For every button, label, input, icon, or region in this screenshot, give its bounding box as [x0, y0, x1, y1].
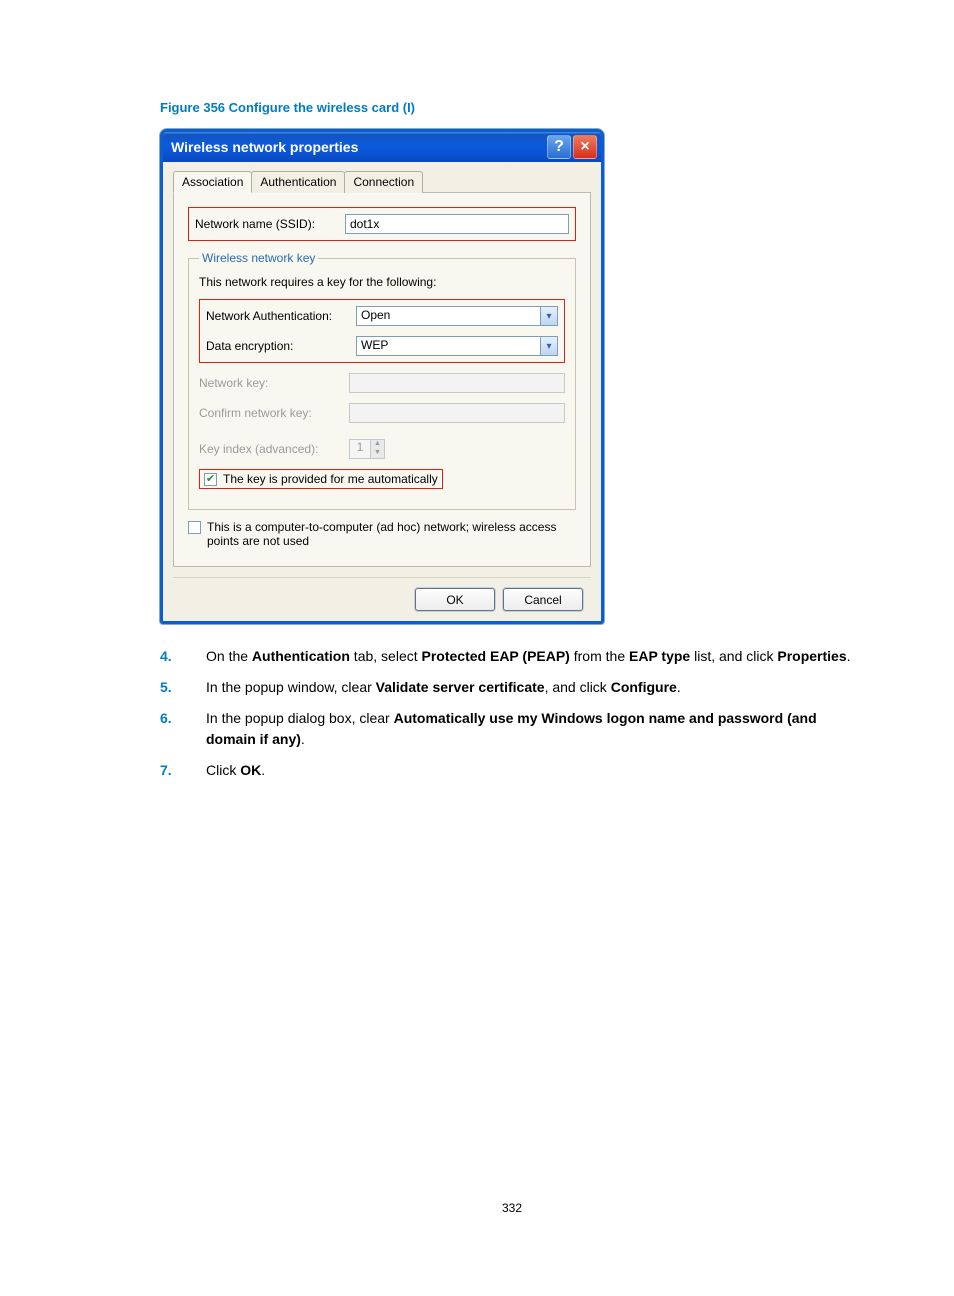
- step-5: In the popup window, clear Validate serv…: [160, 677, 864, 698]
- tab-association[interactable]: Association: [173, 171, 252, 193]
- cancel-button[interactable]: Cancel: [503, 588, 583, 611]
- wireless-key-group: Wireless network key This network requir…: [188, 251, 576, 510]
- highlight-auth-enc: Network Authentication: Open ▾ Data encr…: [199, 299, 565, 363]
- tab-panel-association: Network name (SSID): Wireless network ke…: [173, 193, 591, 567]
- chevron-down-icon[interactable]: ▾: [540, 336, 558, 356]
- group-hint: This network requires a key for the foll…: [199, 275, 565, 289]
- titlebar: Wireless network properties ? ×: [163, 132, 601, 162]
- spinner-down-icon: ▼: [371, 449, 384, 458]
- adhoc-label: This is a computer-to-computer (ad hoc) …: [207, 520, 576, 548]
- step-6: In the popup dialog box, clear Automatic…: [160, 708, 864, 750]
- auth-value: Open: [356, 306, 540, 326]
- confirm-input: [349, 403, 565, 423]
- chevron-down-icon[interactable]: ▾: [540, 306, 558, 326]
- adhoc-checkbox[interactable]: [188, 521, 201, 534]
- figure-title: Figure 356 Configure the wireless card (…: [160, 100, 864, 115]
- instruction-list: On the Authentication tab, select Protec…: [160, 646, 864, 781]
- step-4: On the Authentication tab, select Protec…: [160, 646, 864, 667]
- index-spinner: 1 ▲ ▼: [349, 439, 385, 459]
- highlight-ssid: Network name (SSID):: [188, 207, 576, 241]
- step-7: Click OK.: [160, 760, 864, 781]
- enc-value: WEP: [356, 336, 540, 356]
- window-title: Wireless network properties: [171, 139, 547, 155]
- enc-combo[interactable]: WEP ▾: [356, 336, 558, 356]
- help-icon[interactable]: ?: [547, 135, 571, 159]
- auth-label: Network Authentication:: [206, 309, 356, 323]
- close-icon[interactable]: ×: [573, 135, 597, 159]
- autokey-label: The key is provided for me automatically: [223, 472, 438, 486]
- tabs: Association Authentication Connection: [173, 170, 591, 193]
- ok-button[interactable]: OK: [415, 588, 495, 611]
- ssid-label: Network name (SSID):: [195, 217, 345, 231]
- group-legend: Wireless network key: [199, 251, 318, 265]
- highlight-autokey: The key is provided for me automatically: [199, 469, 443, 489]
- key-label: Network key:: [199, 376, 349, 390]
- auth-combo[interactable]: Open ▾: [356, 306, 558, 326]
- index-value: 1: [349, 439, 371, 459]
- key-input: [349, 373, 565, 393]
- tab-connection[interactable]: Connection: [344, 171, 423, 193]
- confirm-label: Confirm network key:: [199, 406, 349, 420]
- index-label: Key index (advanced):: [199, 442, 349, 456]
- spinner-up-icon: ▲: [371, 440, 384, 449]
- wireless-properties-window: Wireless network properties ? × Associat…: [160, 129, 604, 624]
- page-number: 332: [160, 1201, 864, 1215]
- ssid-input[interactable]: [345, 214, 569, 234]
- tab-authentication[interactable]: Authentication: [251, 171, 345, 193]
- autokey-checkbox[interactable]: [204, 473, 217, 486]
- enc-label: Data encryption:: [206, 339, 356, 353]
